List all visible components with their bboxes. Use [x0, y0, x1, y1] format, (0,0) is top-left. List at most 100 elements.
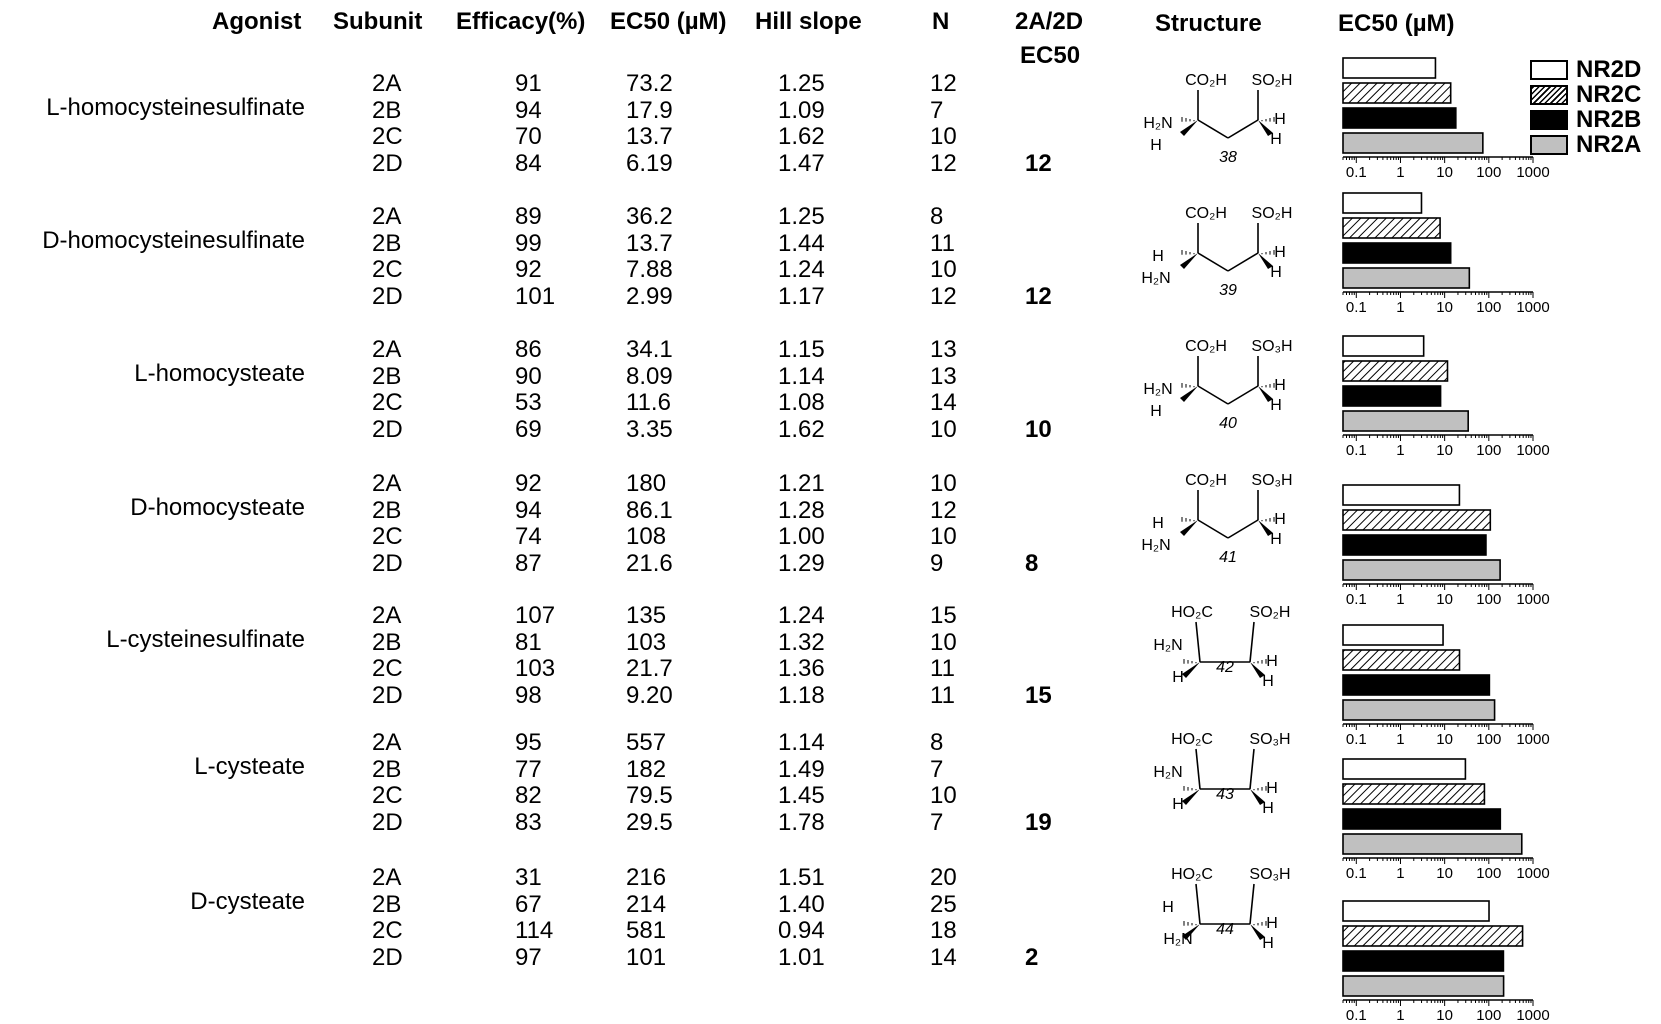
bar-nr2c	[1342, 82, 1452, 104]
substituent-label: H	[1266, 653, 1278, 670]
chemical-structure: CO₂H SO₃H H H₂N H H 41	[1130, 468, 1340, 578]
chemical-structure: CO₂H SO₃H H₂N H H H 40	[1130, 334, 1340, 444]
substituent-label: H	[1266, 780, 1278, 797]
substituent-label: H	[1270, 264, 1282, 281]
cell-subunit: 2B	[372, 628, 402, 656]
header-subunit: Subunit	[333, 8, 423, 35]
sulfo-group-label: SO₃H	[1249, 731, 1290, 748]
bar-nr2a	[1342, 559, 1501, 581]
cell-hill: 1.24	[778, 602, 825, 629]
cell-subunit: 2B	[372, 496, 402, 524]
cell-efficacy: 74	[515, 523, 542, 550]
substituent-label: H₂N	[1143, 381, 1172, 398]
x-tick-label: 0.1	[1346, 731, 1367, 748]
chemical-structure: HO₂C SO₃H H₂N H H H 43	[1130, 727, 1340, 837]
cell-n: 14	[930, 943, 957, 971]
x-tick-label: 1000	[1516, 164, 1549, 181]
bar-nr2d	[1342, 758, 1467, 780]
bar-nr2c	[1342, 217, 1441, 239]
wedge-bond	[1258, 520, 1273, 536]
cell-subunit: 2C	[372, 123, 403, 150]
legend-label-nr2d: NR2D	[1576, 56, 1642, 83]
header-n: N	[932, 8, 950, 35]
cell-n: 18	[930, 917, 957, 944]
cell-efficacy: 81	[515, 628, 542, 656]
cell-subunit: 2A	[372, 864, 402, 891]
bar-nr2d	[1342, 335, 1425, 357]
substituent-label: H	[1152, 248, 1164, 265]
cell-efficacy: 92	[515, 256, 542, 283]
ratio-value: 2	[1025, 943, 1039, 971]
x-tick-label: 1	[1396, 1007, 1404, 1024]
sulfo-group-label: SO₃H	[1249, 866, 1290, 883]
cell-n: 13	[930, 336, 957, 363]
cell-ec50: 103	[626, 628, 667, 656]
wedge-bond	[1180, 520, 1198, 536]
cell-ec50: 2.99	[626, 282, 673, 310]
compound-number: 42	[1216, 659, 1234, 676]
cell-ec50: 101	[626, 943, 667, 971]
x-tick-label: 100	[1476, 865, 1501, 882]
bar-nr2d	[1342, 900, 1490, 922]
x-tick-label: 1000	[1516, 731, 1549, 748]
cell-subunit: 2B	[372, 229, 402, 257]
cell-ec50: 7.88	[626, 256, 673, 283]
x-tick-label: 1	[1396, 442, 1404, 459]
cell-subunit: 2A	[372, 70, 402, 97]
cell-ec50: 21.6	[626, 549, 673, 577]
bar-nr2c	[1342, 509, 1492, 531]
agonist-name: D-homocysteate	[130, 494, 305, 521]
cell-efficacy: 99	[515, 229, 542, 257]
x-tick-label: 0.1	[1346, 442, 1367, 459]
bond-line	[1249, 621, 1255, 663]
cell-subunit: 2D	[372, 282, 403, 310]
wedge-bond	[1250, 924, 1265, 940]
bar-nr2c	[1342, 649, 1461, 671]
cell-n: 7	[930, 96, 944, 124]
substituent-label: H	[1172, 669, 1184, 686]
ratio-value: 15	[1025, 681, 1052, 709]
agonist-name: D-homocysteinesulfinate	[42, 227, 305, 254]
bar-nr2c	[1342, 925, 1524, 947]
acid-group-label: CO₂H	[1185, 472, 1227, 489]
wedge-bond	[1258, 120, 1273, 136]
cell-efficacy: 69	[515, 415, 542, 443]
cell-efficacy: 67	[515, 890, 542, 918]
x-tick-label: 1000	[1516, 591, 1549, 608]
compound-number: 41	[1219, 549, 1237, 566]
cell-n: 11	[930, 655, 955, 682]
bond-line	[1197, 519, 1229, 539]
bar-nr2c	[1342, 360, 1449, 382]
sulfo-group-label: SO₂H	[1252, 205, 1293, 222]
bar-nr2c	[1342, 783, 1486, 805]
cell-efficacy: 92	[515, 470, 542, 497]
cell-subunit: 2D	[372, 149, 403, 177]
ratio-value: 12	[1025, 149, 1052, 177]
wedge-bond	[1258, 386, 1273, 402]
cell-n: 9	[930, 549, 944, 577]
bar-nr2a	[1342, 699, 1496, 721]
chemical-structure: HO₂C SO₂H H₂N H H H 42	[1130, 600, 1340, 710]
x-tick-label: 10	[1436, 865, 1453, 882]
cell-subunit: 2C	[372, 256, 403, 283]
chemical-structure: CO₂H SO₂H H H₂N H H 39	[1130, 201, 1340, 311]
wedge-bond	[1180, 253, 1198, 269]
cell-hill: 1.25	[778, 70, 825, 97]
bond-line	[1197, 252, 1229, 272]
header-ratio-line2: EC50	[1020, 42, 1081, 69]
cell-ec50: 73.2	[626, 70, 673, 97]
cell-n: 8	[930, 729, 944, 756]
cell-ec50: 17.9	[626, 96, 673, 124]
wedge-bond	[1258, 253, 1273, 269]
cell-subunit: 2D	[372, 415, 403, 443]
cell-n: 10	[930, 470, 957, 497]
wedge-bond	[1250, 789, 1265, 805]
cell-hill: 1.15	[778, 336, 825, 363]
bar-nr2d	[1342, 484, 1461, 506]
cell-hill: 1.01	[778, 943, 825, 971]
cell-subunit: 2B	[372, 755, 402, 783]
x-tick-label: 0.1	[1346, 164, 1367, 181]
cell-subunit: 2A	[372, 602, 402, 629]
substituent-label: H	[1274, 244, 1286, 261]
cell-subunit: 2B	[372, 890, 402, 918]
